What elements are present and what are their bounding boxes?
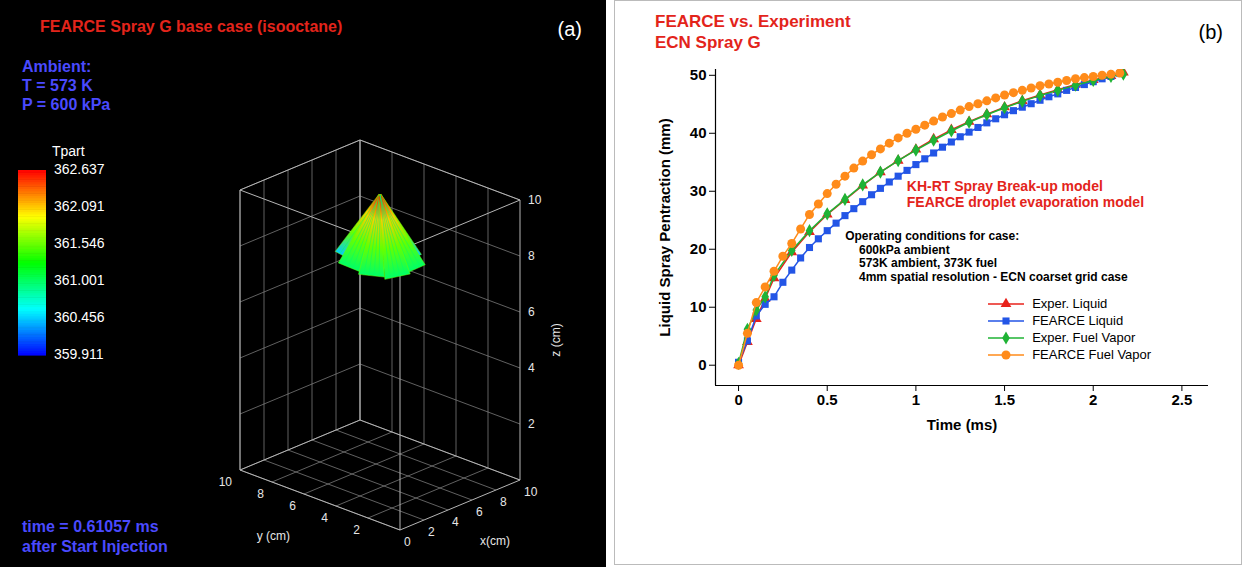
svg-text:Tpart: Tpart: [52, 143, 85, 159]
svg-text:2: 2: [1089, 391, 1097, 408]
svg-text:40: 40: [690, 124, 707, 141]
svg-text:2: 2: [428, 525, 435, 539]
svg-text:0.5: 0.5: [817, 391, 838, 408]
svg-text:z (cm): z (cm): [549, 323, 563, 356]
svg-text:(a): (a): [558, 18, 582, 40]
svg-text:10: 10: [524, 485, 538, 499]
svg-text:361.001: 361.001: [54, 272, 105, 288]
html-text:ECN Spray G: ECN Spray G: [655, 33, 761, 52]
svg-text:2.5: 2.5: [1171, 391, 1192, 408]
html-text:FEARCE Liquid: FEARCE Liquid: [1032, 313, 1124, 329]
svg-text:0: 0: [734, 391, 742, 408]
svg-text:time = 0.61057 ms: time = 0.61057 ms: [22, 518, 159, 535]
svg-text:2: 2: [528, 417, 535, 431]
html-text:FEARCE Fuel Vapor: FEARCE Fuel Vapor: [1032, 347, 1152, 363]
svg-text:6: 6: [528, 305, 535, 319]
svg-text:0: 0: [404, 535, 411, 549]
svg-text:Time (ms): Time (ms): [927, 416, 998, 433]
svg-text:2: 2: [353, 523, 360, 537]
svg-text:10: 10: [690, 298, 707, 315]
svg-text:KH-RT Spray Break-up model: KH-RT Spray Break-up model: [907, 178, 1103, 194]
svg-text:600kPa ambient: 600kPa ambient: [859, 243, 950, 257]
html-text:Exper. Liquid: Exper. Liquid: [1032, 296, 1108, 312]
svg-text:Ambient:: Ambient:: [22, 58, 91, 75]
svg-text:1.5: 1.5: [994, 391, 1015, 408]
svg-text:50: 50: [690, 66, 707, 83]
svg-text:10: 10: [219, 475, 233, 489]
svg-text:P = 600 kPa: P = 600 kPa: [22, 96, 110, 113]
svg-text:4mm spatial resolution - ECN c: 4mm spatial resolution - ECN coarset gri…: [859, 270, 1128, 284]
svg-text:30: 30: [690, 182, 707, 199]
svg-text:20: 20: [690, 240, 707, 257]
svg-text:361.546: 361.546: [54, 235, 105, 251]
svg-text:360.456: 360.456: [54, 309, 105, 325]
svg-text:after Start Injection: after Start Injection: [22, 538, 168, 555]
svg-text:362.091: 362.091: [54, 198, 105, 214]
svg-text:8: 8: [257, 487, 264, 501]
svg-text:359.911: 359.911: [54, 346, 104, 362]
html-text:(b): (b): [1198, 21, 1223, 43]
html-text:FEARCE vs. Experiment: FEARCE vs. Experiment: [655, 12, 851, 31]
svg-text:573K ambient, 373K fuel: 573K ambient, 373K fuel: [859, 256, 997, 270]
svg-text:FEARCE Spray G base case (isoo: FEARCE Spray G base case (isooctane): [40, 18, 342, 35]
svg-text:4: 4: [528, 361, 535, 375]
svg-text:8: 8: [500, 495, 507, 509]
svg-text:T = 573 K: T = 573 K: [22, 77, 93, 94]
svg-text:y (cm): y (cm): [257, 529, 290, 543]
svg-text:10: 10: [528, 193, 542, 207]
svg-text:8: 8: [528, 249, 535, 263]
svg-text:6: 6: [289, 499, 296, 513]
svg-text:Liquid Spray Pentraction (mm): Liquid Spray Pentraction (mm): [656, 118, 673, 336]
svg-text:1: 1: [912, 391, 920, 408]
svg-text:FEARCE droplet evaporation mod: FEARCE droplet evaporation model: [907, 194, 1144, 210]
svg-text:6: 6: [476, 505, 483, 519]
svg-text:4: 4: [452, 515, 459, 529]
svg-text:x(cm): x(cm): [480, 534, 510, 548]
html-text:Exper. Fuel Vapor: Exper. Fuel Vapor: [1032, 330, 1136, 346]
svg-text:362.637: 362.637: [54, 161, 105, 177]
svg-text:0: 0: [698, 356, 706, 373]
svg-text:4: 4: [321, 511, 328, 525]
svg-text:Operating conditions for case:: Operating conditions for case:: [845, 229, 1019, 243]
